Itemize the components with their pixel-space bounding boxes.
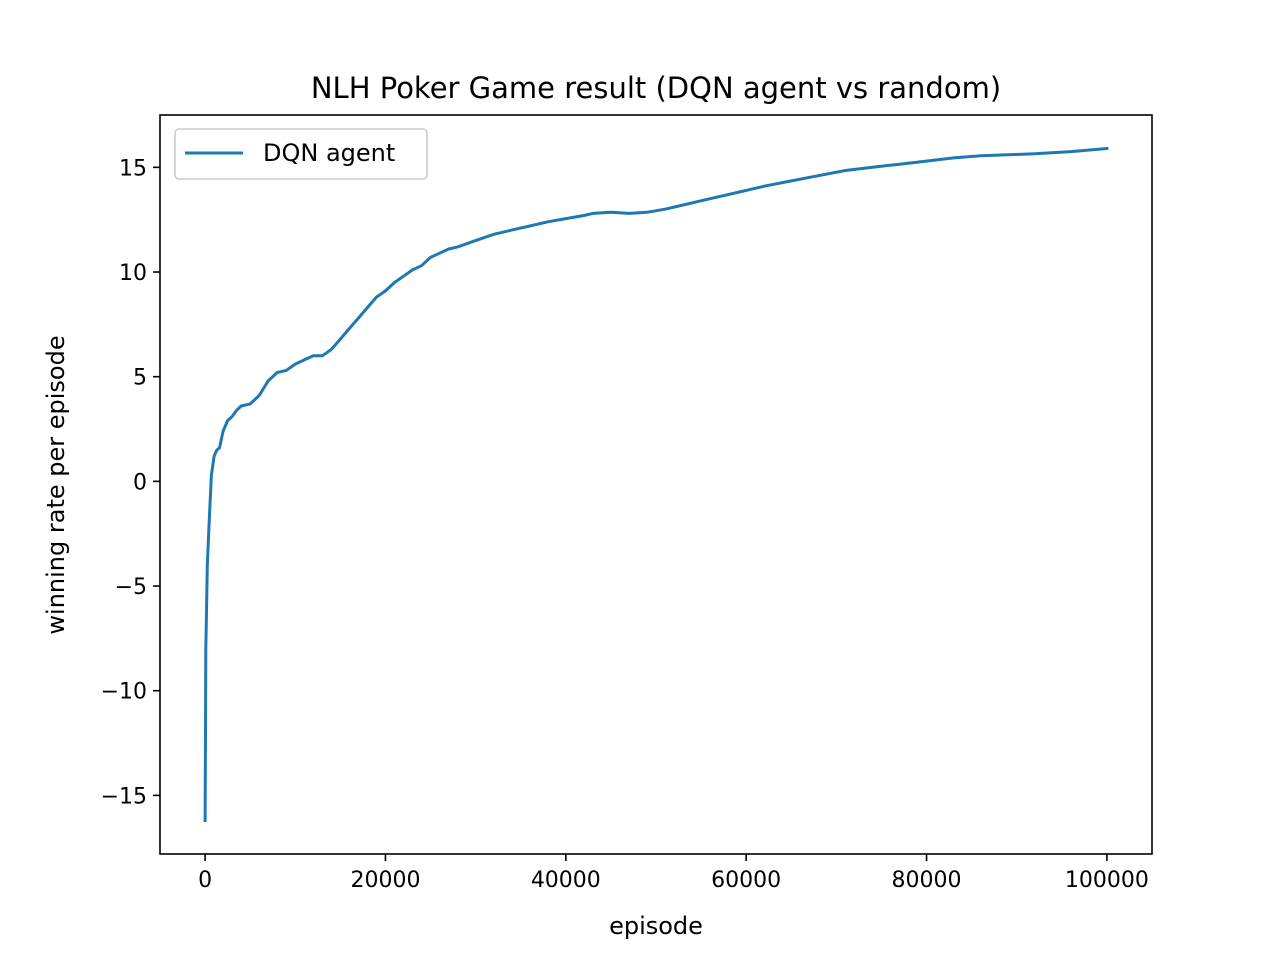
- plot-area: [159, 114, 1153, 855]
- x-axis-label: episode: [609, 912, 703, 940]
- y-axis: −15 −10 −5 0 5 10 15: [101, 156, 160, 809]
- y-axis-label: winning rate per episode: [42, 335, 70, 634]
- x-tick-label: 0: [198, 868, 212, 893]
- legend-label-dqn-agent: DQN agent: [263, 139, 395, 167]
- chart-title: NLH Poker Game result (DQN agent vs rand…: [311, 71, 1001, 105]
- legend-box: [174, 128, 428, 180]
- x-tick-label: 60000: [711, 868, 781, 893]
- x-tick-label: 20000: [350, 868, 420, 893]
- dqn-agent-series-line: [203, 146, 1109, 823]
- x-tick-label: 40000: [531, 868, 601, 893]
- y-tick-label: 15: [119, 156, 147, 181]
- y-tick-label: −10: [101, 680, 147, 705]
- y-tick-label: 10: [119, 261, 147, 286]
- x-tick-label: 80000: [892, 868, 962, 893]
- legend: DQN agent: [174, 128, 428, 180]
- y-tick-label: 5: [133, 366, 147, 391]
- x-axis: 0 20000 40000 60000 80000 100000: [198, 854, 1149, 893]
- plot-frame: [159, 114, 1153, 855]
- y-tick-label: −5: [115, 575, 147, 600]
- y-tick-label: 0: [133, 470, 147, 495]
- y-tick-label: −15: [101, 784, 147, 809]
- x-tick-label: 100000: [1065, 868, 1149, 893]
